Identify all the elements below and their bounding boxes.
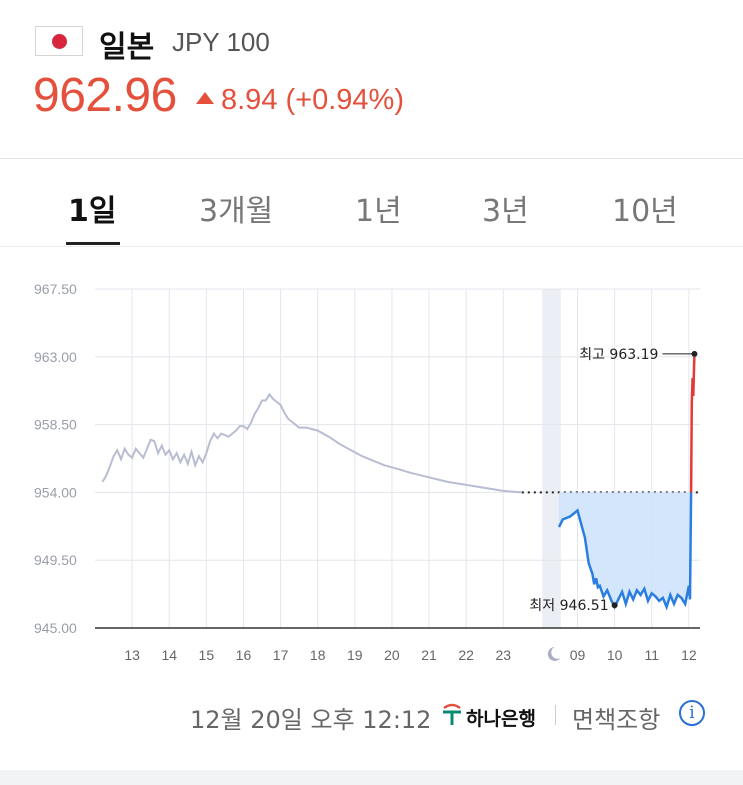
up-triangle-icon <box>196 92 214 104</box>
x-tick-label: 17 <box>273 647 289 663</box>
x-tick-label: 09 <box>570 647 586 663</box>
info-icon[interactable]: i <box>679 700 705 726</box>
x-tick-label: 21 <box>421 647 437 663</box>
bank-name: 하나은행 <box>466 708 536 730</box>
tab-10-years[interactable]: 10년 <box>612 194 678 229</box>
x-tick-label: 15 <box>199 647 215 663</box>
bottom-bar <box>0 770 743 785</box>
currency-code: JPY 100 <box>172 27 270 57</box>
y-tick-label: 945.00 <box>34 620 77 636</box>
exchange-rate: 962.96 <box>33 69 177 122</box>
x-tick-label: 23 <box>495 647 511 663</box>
x-tick-label: 11 <box>644 647 659 663</box>
y-tick-label: 967.50 <box>34 281 77 297</box>
tab-1-year[interactable]: 1년 <box>355 194 402 229</box>
rate-chart[interactable]: 967.50 963.00 958.50 954.00 949.50 945.00 13 14… <box>0 250 743 680</box>
divider <box>555 705 556 725</box>
night-session-band <box>542 289 561 628</box>
series-line-today-above <box>689 356 696 493</box>
update-datetime: 12월 20일 오후 12:12 <box>190 706 432 734</box>
x-tick-label: 13 <box>124 647 140 663</box>
series-line-today-below <box>557 492 693 611</box>
y-tick-label: 954.00 <box>34 484 77 500</box>
period-tabs: 1일 3개월 1년 3년 10년 <box>0 158 743 247</box>
x-tick-label: 19 <box>347 647 363 663</box>
hana-bank-logo-icon <box>443 703 461 725</box>
tab-3-months[interactable]: 3개월 <box>199 194 274 229</box>
rate-change: 8.94 (+0.94%) <box>221 84 404 116</box>
disclaimer-link[interactable]: 면책조항 <box>572 706 661 734</box>
header: 일본 JPY 100 962.96 8.94 (+0.94%) <box>0 0 743 159</box>
country-name: 일본 <box>99 30 155 65</box>
x-tick-label: 20 <box>384 647 400 663</box>
x-tick-label: 18 <box>310 647 326 663</box>
below-close-area <box>559 492 695 607</box>
y-tick-label: 949.50 <box>34 552 77 568</box>
x-tick-label: 12 <box>681 647 697 663</box>
series-line-previous-day <box>101 392 522 494</box>
japan-flag-icon <box>35 26 83 56</box>
x-tick-label: 10 <box>607 647 623 663</box>
x-tick-label: 16 <box>236 647 252 663</box>
moon-icon <box>547 647 561 661</box>
x-tick-label: 22 <box>458 647 474 663</box>
low-label: 최저 946.51 <box>529 598 608 614</box>
tab-1-day[interactable]: 1일 <box>68 194 117 229</box>
high-label: 최고 963.19 <box>579 347 658 363</box>
rate-chart-svg: 967.50 963.00 958.50 954.00 949.50 945.00 13 14… <box>34 281 700 663</box>
y-tick-label: 958.50 <box>34 417 77 433</box>
y-tick-label: 963.00 <box>34 349 77 365</box>
active-tab-indicator <box>66 242 120 245</box>
tab-3-years[interactable]: 3년 <box>482 194 529 229</box>
x-tick-label: 14 <box>161 647 177 663</box>
high-point <box>691 350 698 357</box>
low-point <box>611 602 618 609</box>
